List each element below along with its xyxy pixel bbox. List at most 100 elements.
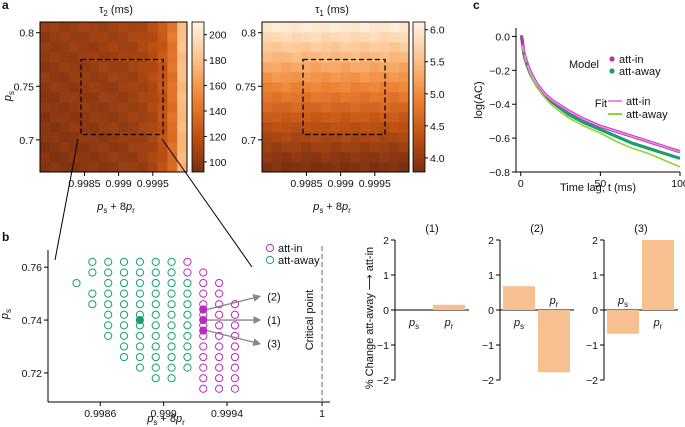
grid-dot-att-away [135,257,144,266]
heatmap-cell [98,162,109,173]
heatmap-cell [177,122,188,133]
heatmap-tau1-frame [261,21,410,173]
heatmap-cell [369,92,380,103]
grid-arrow-label: (1) [267,315,280,327]
bar-y-tick-label: 0 [488,305,494,317]
heatmap-cell [281,142,292,153]
grid-dot-att-in [215,310,224,319]
heatmap-cell [369,32,380,43]
heatmap-cell [40,162,51,173]
heatmap-cell [311,52,322,63]
grid-dot-att-away [104,321,113,330]
heatmap-cell [98,112,109,123]
heatmap-cell [147,72,158,83]
heatmap-cell [128,162,139,173]
heatmap-cell [40,52,51,63]
colorbar-tick-label: 160 [209,81,227,93]
zoom-line-right [161,138,253,268]
heatmap-tau2-y-ticks: 0.7 0.75 0.8 [14,28,40,147]
grid-dot-att-in [230,374,240,383]
heatmap-cell [389,142,400,153]
heatmap-cell [369,102,380,113]
colorbar-tick-label: 4.0 [430,153,445,165]
heatmap-cell [89,82,100,93]
heatmap-cell [79,62,90,73]
heatmap-cell [147,152,158,163]
parameter-grid-plot: Critical point (2)(1)(3) 0.9986 0.999 0.99… [0,243,330,427]
grid-dot-att-away [167,342,176,351]
heatmap-cell [98,122,109,133]
heatmap-cell [147,122,158,133]
bar-y-tick-label: 1 [383,270,389,282]
heatmap-cell [320,92,331,103]
heatmap-cell [40,142,51,153]
grid-y-ticks: 0.72 0.74 0.76 [22,262,48,380]
heatmap-cell [330,122,341,133]
heatmap-cell [360,72,371,83]
heatmap-cell [340,32,351,43]
heatmap-cell [340,112,351,123]
heatmap-cell [157,122,168,133]
x-tick-label: 0.999 [105,178,131,190]
heatmap-cell [281,162,292,173]
heatmap-cell [79,42,90,53]
grid-dot-att-away [183,363,192,372]
grid-dot-att-away [167,310,176,319]
heatmap-cell [177,32,188,43]
heatmap-cell [157,52,168,63]
heatmap-cell [79,22,90,33]
heatmap-cell [79,152,90,163]
heatmap-cell [128,72,139,83]
bar-y-tick-label: −1 [377,340,389,352]
heatmap-tau2-x-label: ps + 8pr [96,201,135,215]
heatmap-cell [340,152,351,163]
heatmap-cell [138,132,149,143]
bar-category-label: pr [444,317,454,331]
heatmap-cell [291,102,302,113]
heatmap-cell [177,142,188,153]
heatmap-cell [69,132,80,143]
heatmap-cell [301,122,312,133]
colorbar-tick-label: 200 [209,30,227,42]
ac-y-tick-label: −0.2 [489,65,510,77]
heatmap-cell [59,32,70,43]
grid-dot-att-away [151,278,160,288]
heatmap-cell [49,112,60,123]
heatmap-cell [291,162,302,173]
ac-y-tick-label: −0.6 [489,133,510,145]
heatmap-cell [79,82,90,93]
heatmap-cell [79,132,90,143]
heatmap-cell [360,82,371,93]
panel-label-c: c [473,0,480,12]
heatmap-tau2-colorbar: 100 120 140 160 180 200 [191,21,227,173]
heatmap-cell [147,32,158,43]
heatmap-cell [350,162,361,173]
heatmap-cell [108,22,119,33]
heatmap-cell [399,92,410,103]
heatmap-cell [167,122,178,133]
heatmap-cell [98,42,109,53]
heatmap-cell [108,142,119,153]
heatmap-cell [281,122,292,133]
heatmap-cell [49,62,60,73]
grid-dot-att-in [199,289,208,298]
grid-dot-att-away [183,300,192,309]
heatmap-cell [79,52,90,63]
heatmap-tau1-x-label: ps + 8pr [312,201,351,215]
grid-dot-att-in [215,374,224,383]
heatmap-cell [389,102,400,113]
grid-arrow-label: (2) [267,291,280,303]
grid-dot-att-away [183,310,192,319]
heatmap-cell [49,52,60,63]
heatmap-cell [59,82,70,93]
heatmap-cell [108,32,119,43]
heatmap-cell [167,102,178,113]
heatmap-cell [281,72,292,83]
heatmap-cell [147,52,158,63]
heatmap-cell [281,22,292,33]
heatmap-cell [399,122,410,133]
bar-category-label: ps [513,317,524,331]
grid-dot-att-away [167,374,176,383]
bar-y-tick-label: 2 [592,235,598,247]
heatmap-cell [79,112,90,123]
